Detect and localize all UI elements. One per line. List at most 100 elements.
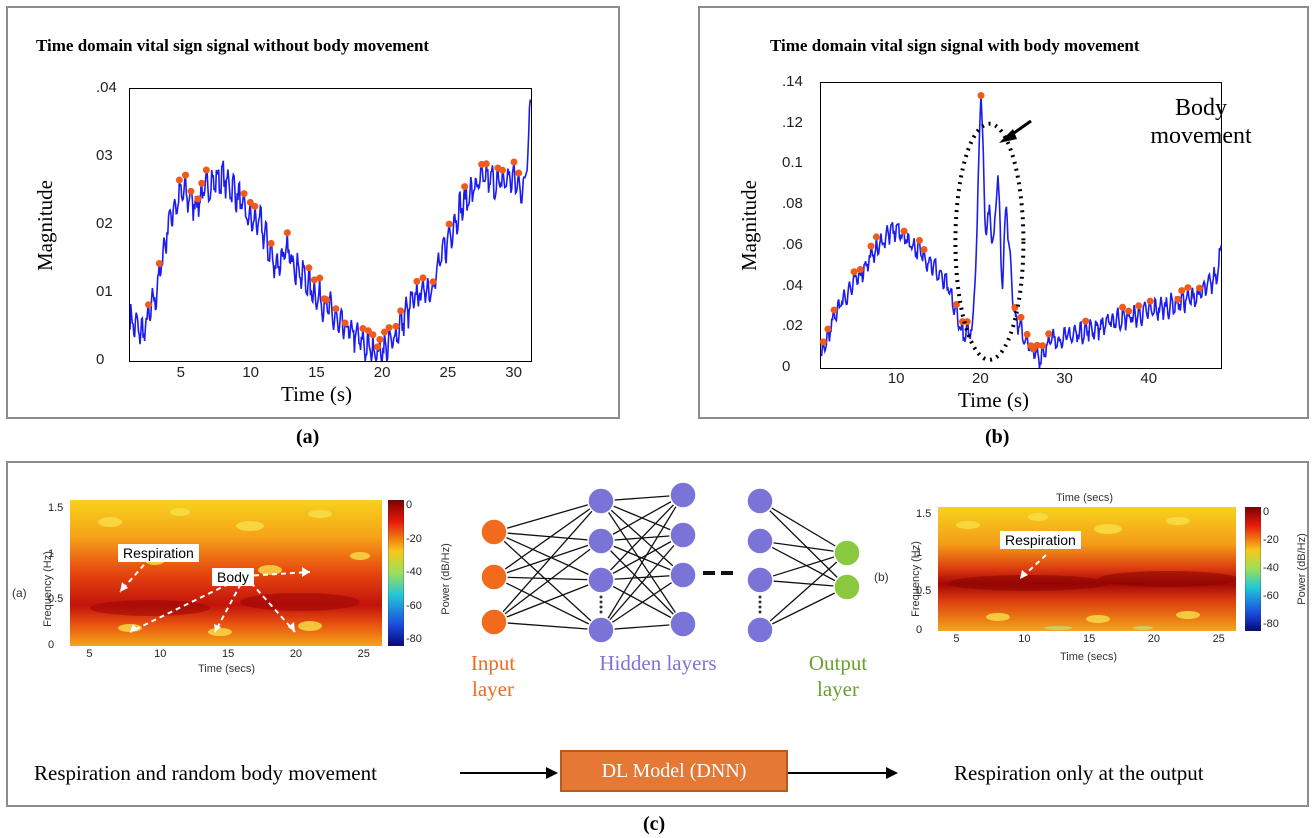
spec-right-title: Time (secs)	[1056, 492, 1114, 504]
hidden-neuron	[587, 487, 615, 515]
hidden-neuron	[669, 521, 697, 549]
panel-a-peak-marker	[510, 158, 518, 166]
nn-connection	[759, 579, 848, 588]
panel-b-title: Time domain vital sign signal with body …	[770, 36, 1140, 55]
spec-right-heatmap	[938, 507, 1238, 631]
nn-connection	[600, 534, 684, 631]
spec-right-ytick: 0	[916, 624, 923, 636]
nn-connection	[759, 540, 848, 588]
panel-b-peak-marker	[1023, 330, 1031, 338]
input-neuron	[480, 563, 508, 591]
panel-b-peak-marker	[1184, 284, 1192, 292]
spec-left-xtick: 10	[154, 648, 167, 660]
panel-b-ytick: .06	[782, 235, 803, 253]
nn-vertical-dots	[599, 600, 603, 604]
panel-c-caption: (c)	[643, 813, 666, 835]
panel-a-peak-marker	[413, 277, 421, 285]
nn-connection	[600, 494, 684, 542]
spec-right-image: Respiration	[938, 507, 1238, 631]
hidden-neuron	[746, 487, 774, 515]
panel-c: (a) Frequency (Hz)	[6, 461, 1309, 807]
panel-a-peak-marker	[461, 183, 469, 191]
panel-a-peak-marker	[445, 220, 453, 228]
panel-a-peak-marker	[182, 171, 190, 179]
panel-a-peak-marker	[515, 169, 523, 177]
panel-a-ytick: 03	[96, 147, 113, 164]
spec-right-xtick: 5	[953, 633, 960, 645]
input-neuron	[480, 518, 508, 546]
flow-arrow-right	[788, 767, 898, 779]
hidden-neuron	[587, 527, 615, 555]
panel-b-peak-marker	[872, 233, 880, 241]
nn-connection	[493, 540, 602, 623]
panel-b-peak-marker	[952, 301, 960, 309]
panel-a-peak-marker	[198, 179, 206, 187]
hidden-neuron	[587, 566, 615, 594]
nn-connection	[493, 531, 602, 542]
panel-b-peak-marker	[1033, 341, 1041, 349]
nn-vertical-dots	[758, 595, 762, 599]
panel-a-line-chart	[130, 99, 531, 361]
panel-a-peak-marker	[380, 328, 388, 336]
panel-a-series-line	[130, 99, 531, 361]
nn-connection	[600, 494, 684, 631]
nn-vertical-dots	[758, 605, 762, 609]
panel-a: Time domain vital sign signal without bo…	[6, 6, 620, 419]
neural-network-diagram	[480, 481, 861, 644]
spec-right-xlabel: Time (secs)	[1060, 651, 1118, 663]
nn-vertical-dots	[758, 610, 762, 614]
output-neuron	[833, 539, 861, 567]
panel-a-xtick: 30	[505, 364, 522, 381]
spec-left-ytick: 0	[48, 639, 55, 651]
panel-a-plot-area	[129, 88, 532, 362]
panel-b-ytick: 0	[782, 358, 791, 375]
panel-a-xtick: 5	[176, 364, 185, 381]
hidden-neuron	[746, 566, 774, 594]
nn-vertical-dots	[599, 595, 603, 599]
nn-connection	[759, 586, 848, 631]
panel-b-peak-marker	[824, 325, 832, 333]
spec-right-ytick: 1.5	[916, 507, 932, 520]
panel-a-peak-marker	[316, 274, 324, 282]
panel-b-xlabel: Time (s)	[958, 388, 1029, 412]
input-layer-text: Input layer	[470, 651, 516, 701]
panel-b-peak-marker	[819, 338, 827, 346]
spec-right-ytick: 0.5	[916, 585, 932, 598]
nn-vertical-dots	[758, 600, 762, 604]
nn-connection	[759, 540, 848, 554]
nn-connection	[493, 531, 602, 581]
spec-right-cbar-tick: 0	[1263, 506, 1270, 518]
panel-b-peak-marker	[915, 236, 923, 244]
panel-a-xtick: 15	[308, 364, 325, 381]
panel-a-xtick: 10	[242, 364, 259, 381]
spec-left-xtick: 5	[86, 648, 93, 660]
panel-a-peak-marker	[397, 307, 405, 315]
spec-left-box-body: Body	[212, 568, 254, 586]
panel-a-peak-marker	[419, 274, 427, 282]
nn-connection	[493, 500, 602, 533]
panel-a-xlabel: Time (s)	[281, 382, 352, 406]
panel-a-ytick: 02	[96, 215, 113, 232]
panel-a-peak-marker	[376, 335, 384, 343]
panel-a-peak-marker	[175, 176, 183, 184]
spec-right-cbar-tick: -40	[1263, 562, 1279, 574]
hidden-neuron	[587, 616, 615, 644]
panel-a-peak-marker	[202, 166, 210, 174]
panel-b-ytick: .08	[782, 195, 803, 213]
panel-b-xtick: 10	[887, 370, 905, 387]
nn-connection	[600, 534, 684, 581]
panel-b-peak-marker	[830, 306, 838, 314]
panel-b-peak-marker	[1082, 317, 1090, 325]
output-neuron	[833, 573, 861, 601]
panel-a-peak-marker	[498, 166, 506, 174]
spec-right-cbar-tick: -80	[1263, 618, 1279, 630]
panel-a-peak-marker	[155, 260, 163, 268]
panel-b-ytick: .04	[782, 276, 803, 294]
spec-left-tag: (a)	[12, 586, 27, 600]
panel-a-peak-marker	[385, 324, 393, 332]
panel-a-peak-marker	[341, 319, 349, 327]
nn-connection	[600, 494, 684, 581]
spec-left-xtick: 15	[222, 648, 235, 660]
panel-a-peak-marker	[310, 276, 318, 284]
panel-b-peak-marker	[1174, 295, 1182, 303]
